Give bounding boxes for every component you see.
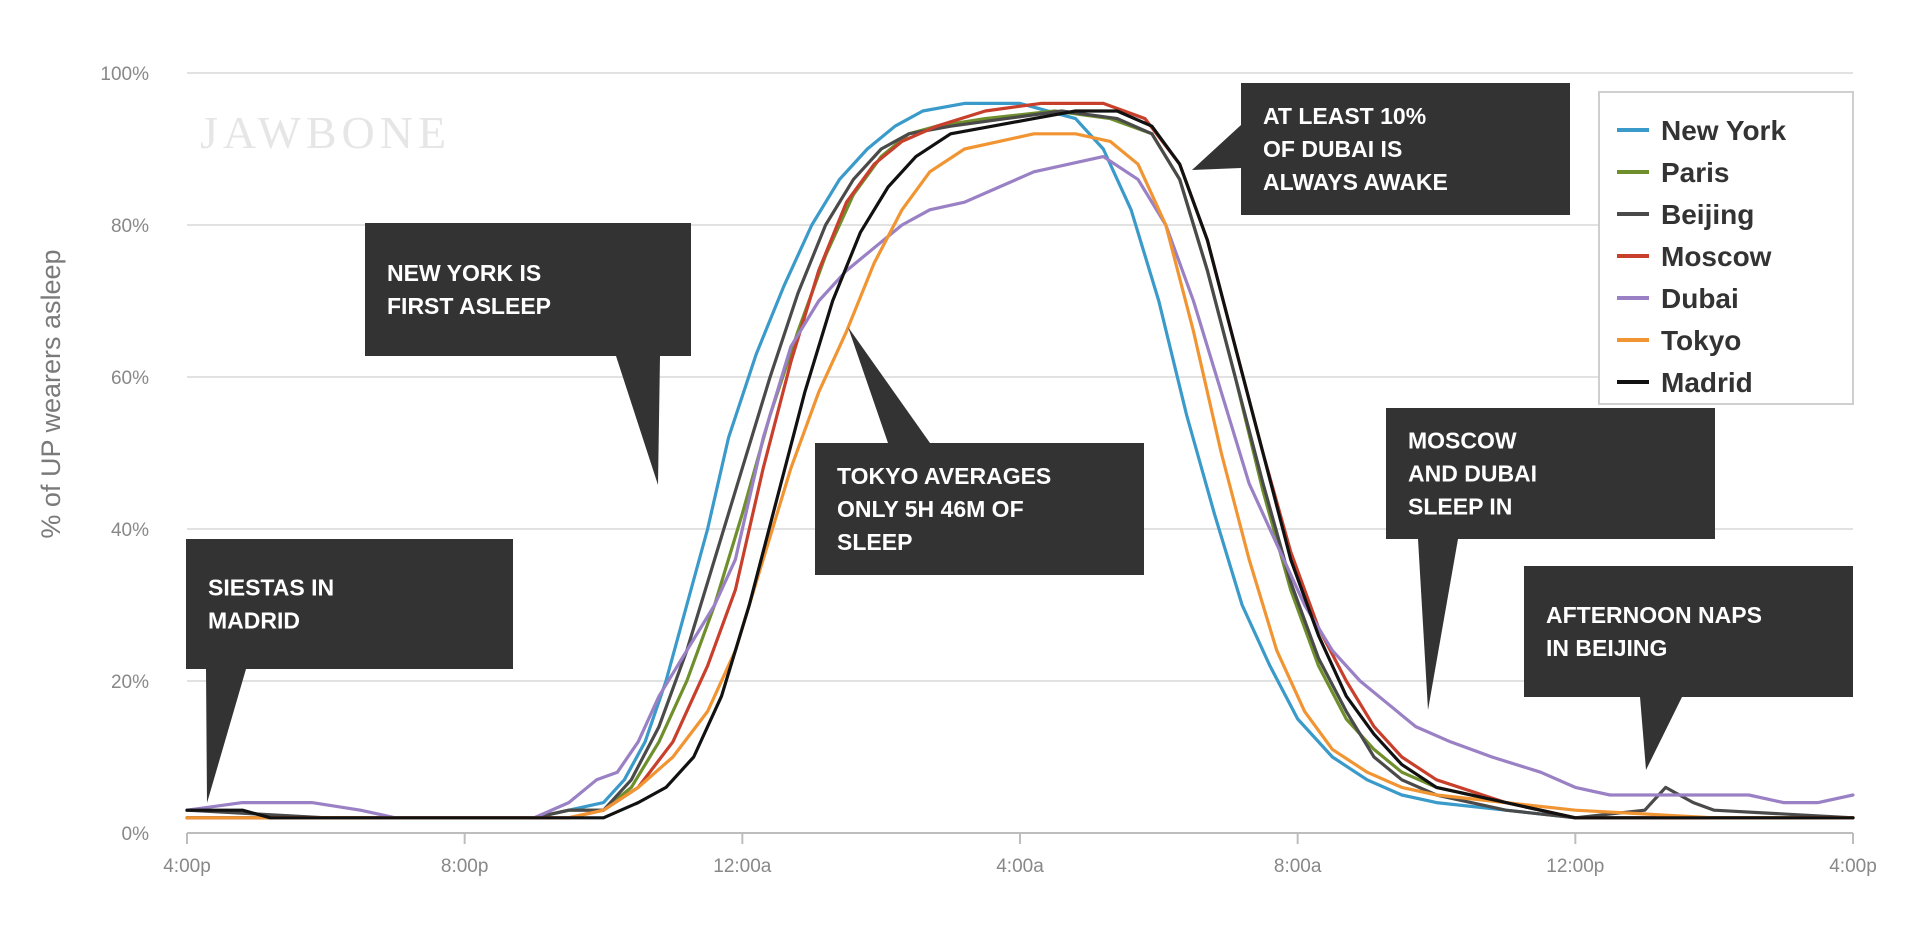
- callout-tokyo-line: ONLY 5H 46M OF: [837, 496, 1024, 522]
- callout-siestas-line: MADRID: [208, 608, 300, 634]
- legend-label: Dubai: [1661, 283, 1739, 314]
- legend-label: Tokyo: [1661, 325, 1741, 356]
- legend-item-tokyo: Tokyo: [1617, 325, 1741, 356]
- callout-dubai-pointer: [1192, 125, 1241, 170]
- callout-siestas-box: [186, 539, 513, 669]
- callout-newyork: NEW YORK IS FIRST ASLEEP: [365, 223, 691, 485]
- legend-box: [1598, 91, 1854, 405]
- callout-tokyo: TOKYO AVERAGES ONLY 5H 46M OF SLEEP: [815, 327, 1144, 575]
- x-tick-label: 12:00a: [713, 856, 772, 877]
- x-tick-label: 12:00p: [1546, 856, 1604, 877]
- callout-beijing-box: [1524, 566, 1853, 697]
- callout-siestas: SIESTAS IN MADRID: [186, 539, 513, 803]
- y-axis-label: % of UP wearers asleep: [36, 249, 66, 538]
- y-tick-label: 20%: [111, 672, 149, 693]
- callout-moscow-line: AND DUBAI: [1408, 461, 1537, 487]
- callout-newyork-line: FIRST ASLEEP: [387, 293, 551, 319]
- legend-item-new-york: New York: [1617, 115, 1786, 146]
- callout-dubai-line: ALWAYS AWAKE: [1263, 169, 1448, 195]
- callout-siestas-pointer: [206, 669, 246, 803]
- x-tick-label: 8:00a: [1274, 856, 1322, 877]
- callout-beijing: AFTERNOON NAPS IN BEIJING: [1524, 566, 1853, 770]
- callout-tokyo-line: SLEEP: [837, 529, 912, 555]
- callout-tokyo-pointer: [848, 327, 930, 443]
- series-line-paris: [185, 109, 1855, 820]
- callout-newyork-pointer: [616, 356, 660, 485]
- x-tick-label: 4:00p: [1829, 856, 1877, 877]
- series-line-dubai: [185, 155, 1855, 820]
- legend-label: Beijing: [1661, 199, 1754, 230]
- axes: 0% 20% 40% 60% 80% 100% 4:00p 8:00p 12:00a 4:00a 8…: [100, 64, 1876, 877]
- series-line-madrid: [185, 109, 1855, 820]
- series-lines: [185, 101, 1855, 820]
- callout-dubai: AT LEAST 10% OF DUBAI IS ALWAYS AWAKE: [1192, 83, 1570, 215]
- callout-newyork-box: [365, 223, 691, 356]
- callout-moscow-line: SLEEP IN: [1408, 494, 1512, 520]
- y-tick-label: 60%: [111, 368, 149, 389]
- y-tick-label: 100%: [100, 64, 149, 85]
- callout-dubai-box: [1241, 83, 1570, 215]
- legend-label: Madrid: [1661, 367, 1753, 398]
- x-tick-label: 8:00p: [441, 856, 489, 877]
- legend-item-moscow: Moscow: [1617, 241, 1772, 272]
- callout-siestas-line: SIESTAS IN: [208, 575, 334, 601]
- legend-item-paris: Paris: [1617, 157, 1730, 188]
- callout-tokyo-box: [815, 443, 1144, 575]
- legend-item-beijing: Beijing: [1617, 199, 1754, 230]
- legend-label: Moscow: [1661, 241, 1772, 272]
- y-tick-label: 80%: [111, 216, 149, 237]
- callout-tokyo-line: TOKYO AVERAGES: [837, 463, 1051, 489]
- legend-item-madrid: Madrid: [1617, 367, 1753, 398]
- callout-beijing-line: AFTERNOON NAPS: [1546, 602, 1762, 628]
- callout-beijing-line: IN BEIJING: [1546, 635, 1667, 661]
- y-tick-label: 0%: [122, 824, 150, 845]
- legend-item-dubai: Dubai: [1617, 283, 1739, 314]
- callout-newyork-line: NEW YORK IS: [387, 260, 541, 286]
- legend-label: Paris: [1661, 157, 1730, 188]
- callout-moscow: MOSCOW AND DUBAI SLEEP IN: [1386, 408, 1715, 710]
- x-tick-label: 4:00p: [163, 856, 211, 877]
- series-line-tokyo: [185, 132, 1855, 820]
- callout-moscow-pointer: [1418, 539, 1458, 710]
- callouts: SIESTAS IN MADRID NEW YORK IS FIRST ASLEEP T…: [186, 83, 1853, 803]
- series-line-beijing: [185, 109, 1855, 820]
- x-tick-label: 4:00a: [996, 856, 1044, 877]
- callout-moscow-box: [1386, 408, 1715, 539]
- callout-dubai-line: OF DUBAI IS: [1263, 136, 1402, 162]
- series-line-new-york: [185, 101, 1855, 820]
- callout-moscow-line: MOSCOW: [1408, 428, 1517, 454]
- legend-label: New York: [1661, 115, 1786, 146]
- callout-beijing-pointer: [1640, 697, 1682, 770]
- callout-dubai-line: AT LEAST 10%: [1263, 103, 1426, 129]
- jawbone-watermark: JAWBONE: [200, 107, 451, 158]
- y-tick-label: 40%: [111, 520, 149, 541]
- legend: New York Paris Beijing Moscow Dubai Tokyo Madr…: [1598, 91, 1854, 405]
